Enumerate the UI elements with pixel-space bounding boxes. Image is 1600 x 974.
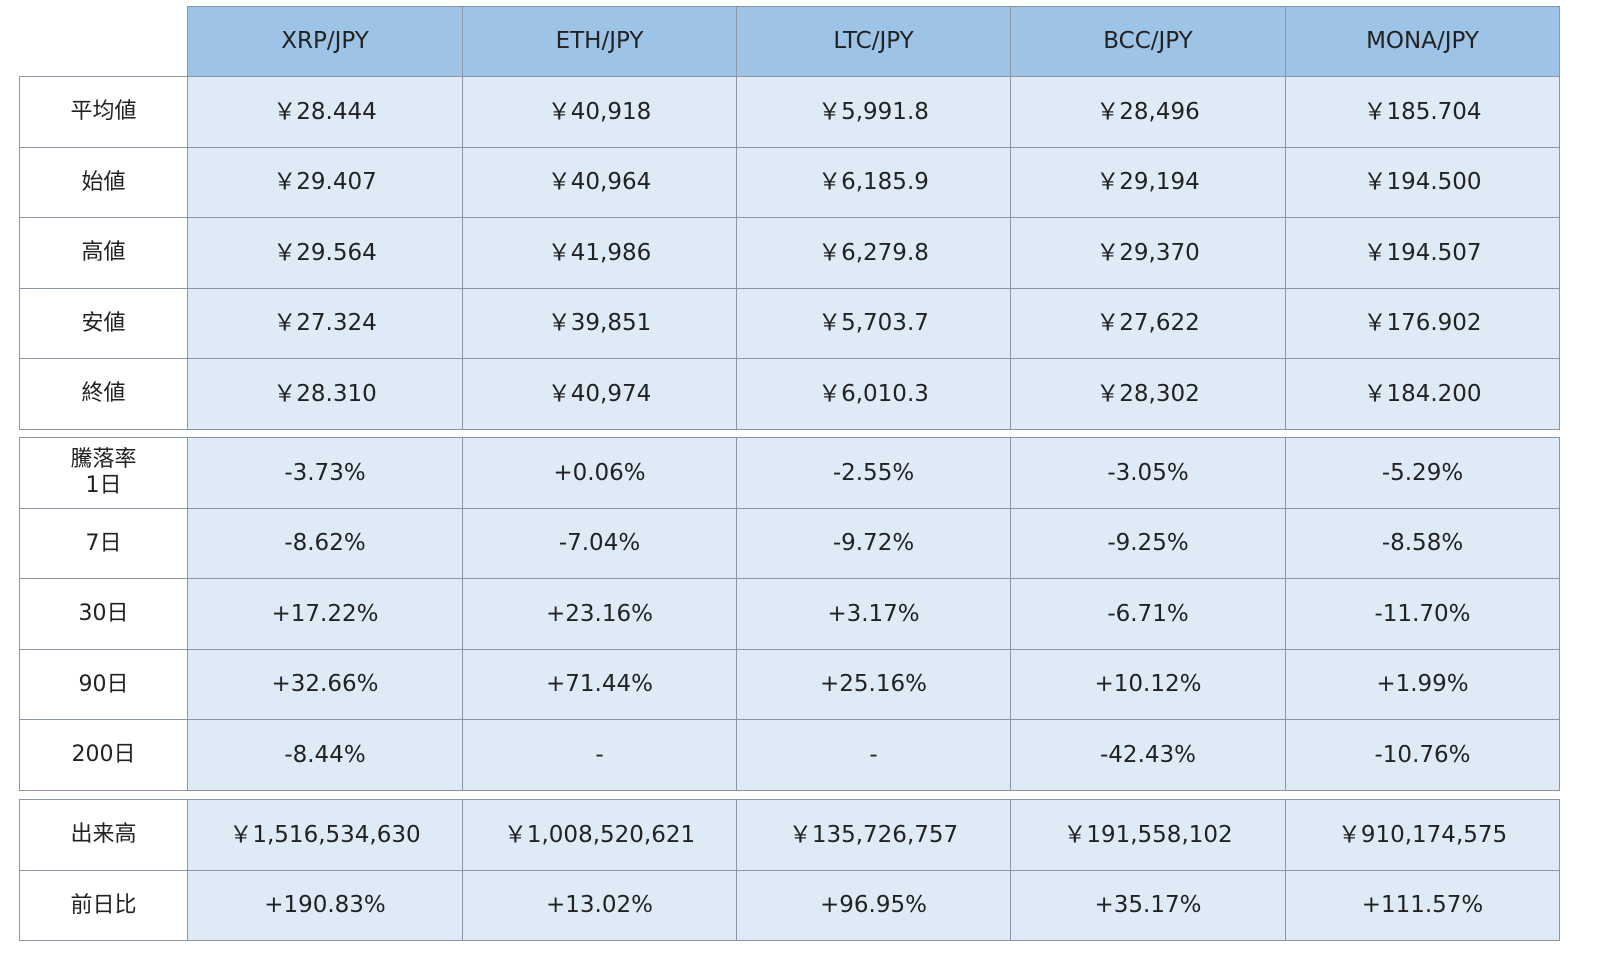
data-cell: ￥176.902	[1285, 287, 1560, 359]
row-label: 終値	[19, 358, 188, 430]
data-cell: ￥28.444	[187, 76, 463, 148]
data-cell: -	[462, 719, 737, 791]
data-cell: +23.16%	[462, 578, 737, 650]
data-cell: -7.04%	[462, 507, 737, 579]
row-label: 出来高	[19, 799, 188, 871]
data-cell: +10.12%	[1010, 648, 1286, 720]
data-cell: -	[736, 719, 1011, 791]
data-cell: +1.99%	[1285, 648, 1560, 720]
data-cell: ￥1,008,520,621	[462, 799, 737, 871]
data-cell: +25.16%	[736, 648, 1011, 720]
data-cell: ￥194.500	[1285, 146, 1560, 218]
data-cell: -6.71%	[1010, 578, 1286, 650]
data-cell: ￥6,185.9	[736, 146, 1011, 218]
data-cell: ￥28,302	[1010, 358, 1286, 430]
row-label: 騰落率 1日	[19, 437, 188, 509]
data-cell: -3.73%	[187, 437, 463, 509]
data-cell: ￥184.200	[1285, 358, 1560, 430]
data-cell: +71.44%	[462, 648, 737, 720]
data-cell: ￥910,174,575	[1285, 799, 1560, 871]
data-cell: +3.17%	[736, 578, 1011, 650]
data-cell: +32.66%	[187, 648, 463, 720]
data-cell: ￥1,516,534,630	[187, 799, 463, 871]
data-cell: ￥27.324	[187, 287, 463, 359]
data-cell: -42.43%	[1010, 719, 1286, 791]
data-cell: +0.06%	[462, 437, 737, 509]
row-label: 200日	[19, 719, 188, 791]
row-label: 90日	[19, 648, 188, 720]
row-label: 安値	[19, 287, 188, 359]
column-header: LTC/JPY	[736, 6, 1011, 77]
data-cell: -5.29%	[1285, 437, 1560, 509]
data-cell: ￥29.407	[187, 146, 463, 218]
row-label: 始値	[19, 146, 188, 218]
data-cell: ￥28.310	[187, 358, 463, 430]
data-cell: -8.44%	[187, 719, 463, 791]
data-cell: +111.57%	[1285, 869, 1560, 941]
data-cell: ￥27,622	[1010, 287, 1286, 359]
data-cell: -8.62%	[187, 507, 463, 579]
column-header: XRP/JPY	[187, 6, 463, 77]
data-cell: ￥5,703.7	[736, 287, 1011, 359]
data-cell: -2.55%	[736, 437, 1011, 509]
data-cell: ￥40,964	[462, 146, 737, 218]
data-cell: -10.76%	[1285, 719, 1560, 791]
column-header: ETH/JPY	[462, 6, 737, 77]
data-cell: ￥39,851	[462, 287, 737, 359]
data-cell: ￥194.507	[1285, 217, 1560, 289]
row-label: 高値	[19, 217, 188, 289]
data-cell: ￥5,991.8	[736, 76, 1011, 148]
data-cell: ￥29.564	[187, 217, 463, 289]
data-cell: -11.70%	[1285, 578, 1560, 650]
data-cell: ￥28,496	[1010, 76, 1286, 148]
column-header: BCC/JPY	[1010, 6, 1286, 77]
data-cell: ￥40,974	[462, 358, 737, 430]
data-cell: -9.72%	[736, 507, 1011, 579]
data-cell: ￥29,194	[1010, 146, 1286, 218]
row-label: 7日	[19, 507, 188, 579]
data-cell: +13.02%	[462, 869, 737, 941]
data-cell: ￥185.704	[1285, 76, 1560, 148]
data-cell: ￥135,726,757	[736, 799, 1011, 871]
data-cell: -9.25%	[1010, 507, 1286, 579]
row-label: 前日比	[19, 869, 188, 941]
data-cell: +35.17%	[1010, 869, 1286, 941]
data-cell: ￥6,279.8	[736, 217, 1011, 289]
data-cell: ￥191,558,102	[1010, 799, 1286, 871]
data-cell: -3.05%	[1010, 437, 1286, 509]
column-header: MONA/JPY	[1285, 6, 1560, 77]
data-cell: ￥40,918	[462, 76, 737, 148]
data-cell: -8.58%	[1285, 507, 1560, 579]
row-label: 平均値	[19, 76, 188, 148]
data-cell: ￥29,370	[1010, 217, 1286, 289]
data-cell: +96.95%	[736, 869, 1011, 941]
data-cell: ￥41,986	[462, 217, 737, 289]
data-cell: +17.22%	[187, 578, 463, 650]
row-label: 30日	[19, 578, 188, 650]
data-cell: ￥6,010.3	[736, 358, 1011, 430]
data-cell: +190.83%	[187, 869, 463, 941]
